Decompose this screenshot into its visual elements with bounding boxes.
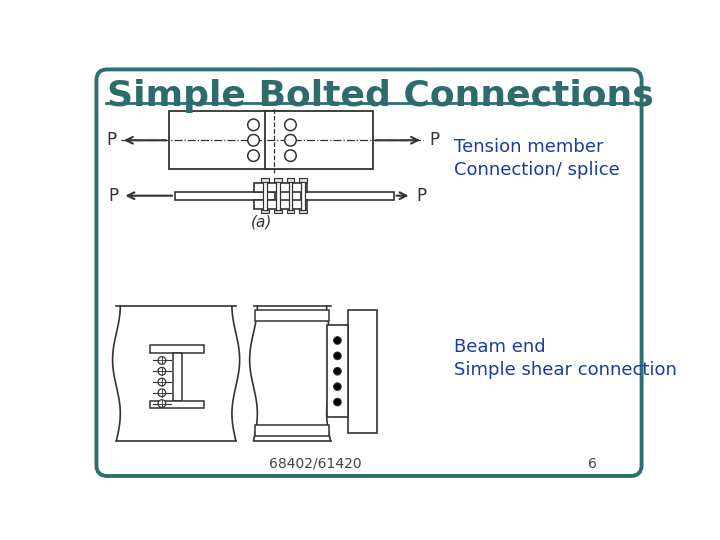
Text: 6: 6 — [588, 457, 597, 471]
Circle shape — [333, 336, 341, 345]
Circle shape — [333, 383, 341, 390]
Bar — [255, 425, 329, 436]
Bar — [117, 306, 235, 441]
Bar — [299, 178, 307, 182]
Bar — [175, 192, 275, 200]
Circle shape — [158, 367, 166, 375]
Bar — [150, 345, 204, 353]
Text: P: P — [429, 131, 439, 149]
Bar — [287, 178, 294, 182]
Bar — [261, 210, 269, 213]
Circle shape — [158, 356, 166, 365]
Bar — [150, 401, 204, 408]
Bar — [289, 179, 292, 212]
Bar — [348, 309, 377, 433]
Circle shape — [333, 367, 341, 375]
Bar — [299, 210, 307, 213]
Bar — [261, 178, 269, 182]
Circle shape — [333, 398, 341, 406]
Bar — [265, 111, 373, 168]
Circle shape — [284, 134, 296, 146]
Bar — [301, 179, 305, 212]
Bar — [327, 325, 348, 417]
Bar — [274, 210, 282, 213]
Circle shape — [158, 389, 166, 397]
Bar — [276, 179, 280, 212]
Bar — [173, 353, 182, 401]
Bar — [168, 111, 288, 168]
Bar — [274, 178, 282, 182]
Circle shape — [284, 119, 296, 131]
Text: 68402/61420: 68402/61420 — [269, 457, 361, 471]
Text: Tension member: Tension member — [454, 138, 603, 156]
Circle shape — [333, 352, 341, 360]
Text: (a): (a) — [251, 215, 272, 230]
Circle shape — [284, 150, 296, 161]
Bar — [301, 192, 394, 200]
Bar — [263, 179, 267, 212]
Text: Connection/ splice: Connection/ splice — [454, 161, 619, 179]
Text: P: P — [107, 131, 117, 149]
Text: Simple shear connection: Simple shear connection — [454, 361, 677, 379]
FancyBboxPatch shape — [96, 70, 642, 476]
Bar — [287, 210, 294, 213]
Bar — [253, 183, 307, 192]
Circle shape — [248, 119, 259, 131]
Text: Beam end: Beam end — [454, 338, 545, 356]
Circle shape — [248, 134, 259, 146]
Bar — [255, 310, 329, 321]
Circle shape — [158, 400, 166, 408]
Bar — [253, 200, 307, 209]
Bar — [253, 306, 330, 441]
Text: P: P — [108, 187, 118, 205]
Text: Simple Bolted Connections: Simple Bolted Connections — [107, 79, 654, 113]
Text: P: P — [416, 187, 426, 205]
Circle shape — [248, 150, 259, 161]
Circle shape — [158, 378, 166, 386]
